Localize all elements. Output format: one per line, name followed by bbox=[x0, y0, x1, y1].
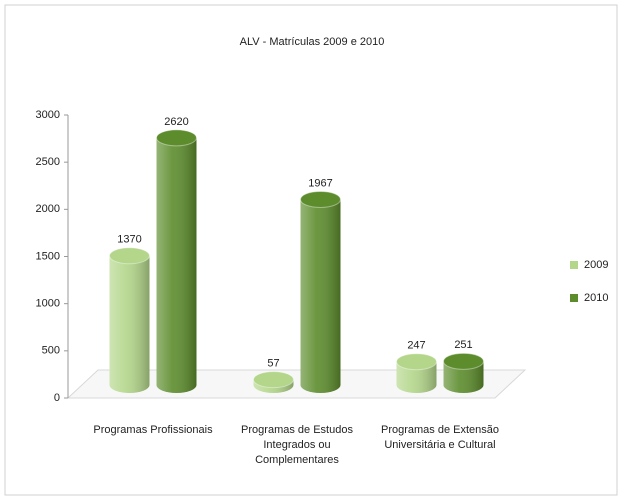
legend-swatch bbox=[570, 261, 578, 269]
cylinder-shade bbox=[156, 137, 197, 393]
cylinder-top bbox=[109, 247, 150, 265]
value-label: 1967 bbox=[308, 177, 332, 189]
y-tick-label: 3000 bbox=[36, 109, 60, 121]
cylinder-top bbox=[300, 190, 341, 208]
y-tick-label: 2000 bbox=[36, 203, 60, 215]
value-label: 2620 bbox=[164, 116, 188, 128]
y-tick-label: 1000 bbox=[36, 298, 60, 310]
cylinder-shade bbox=[300, 199, 341, 393]
legend-label: 2010 bbox=[584, 292, 608, 304]
x-tick-label: Programas de Extensão Universitária e Cu… bbox=[380, 424, 499, 451]
cylinder-shade bbox=[443, 361, 484, 393]
y-tick-label: 2500 bbox=[36, 156, 60, 168]
legend-swatch bbox=[570, 294, 578, 302]
y-tick-label: 500 bbox=[42, 345, 60, 357]
value-label: 247 bbox=[407, 340, 425, 352]
y-tick-label: 1500 bbox=[36, 250, 60, 262]
x-tick-label: Programas de Estudos Integrados ou Compl… bbox=[241, 424, 353, 466]
cylinder-top bbox=[253, 371, 294, 389]
cylinder-top bbox=[443, 352, 484, 370]
value-label: 251 bbox=[454, 339, 472, 351]
cylinder-shade bbox=[396, 361, 437, 393]
cylinder-top bbox=[156, 129, 197, 147]
cylinder-shade bbox=[109, 255, 150, 393]
y-tick-label: 0 bbox=[54, 392, 60, 404]
cylinder-top bbox=[396, 353, 437, 371]
value-label: 57 bbox=[267, 358, 279, 370]
legend-label: 2009 bbox=[584, 259, 608, 271]
chart-title: ALV - Matrículas 2009 e 2010 bbox=[240, 36, 385, 48]
x-tick-label: Programas Profissionais bbox=[93, 424, 213, 436]
value-label: 1370 bbox=[117, 234, 141, 246]
